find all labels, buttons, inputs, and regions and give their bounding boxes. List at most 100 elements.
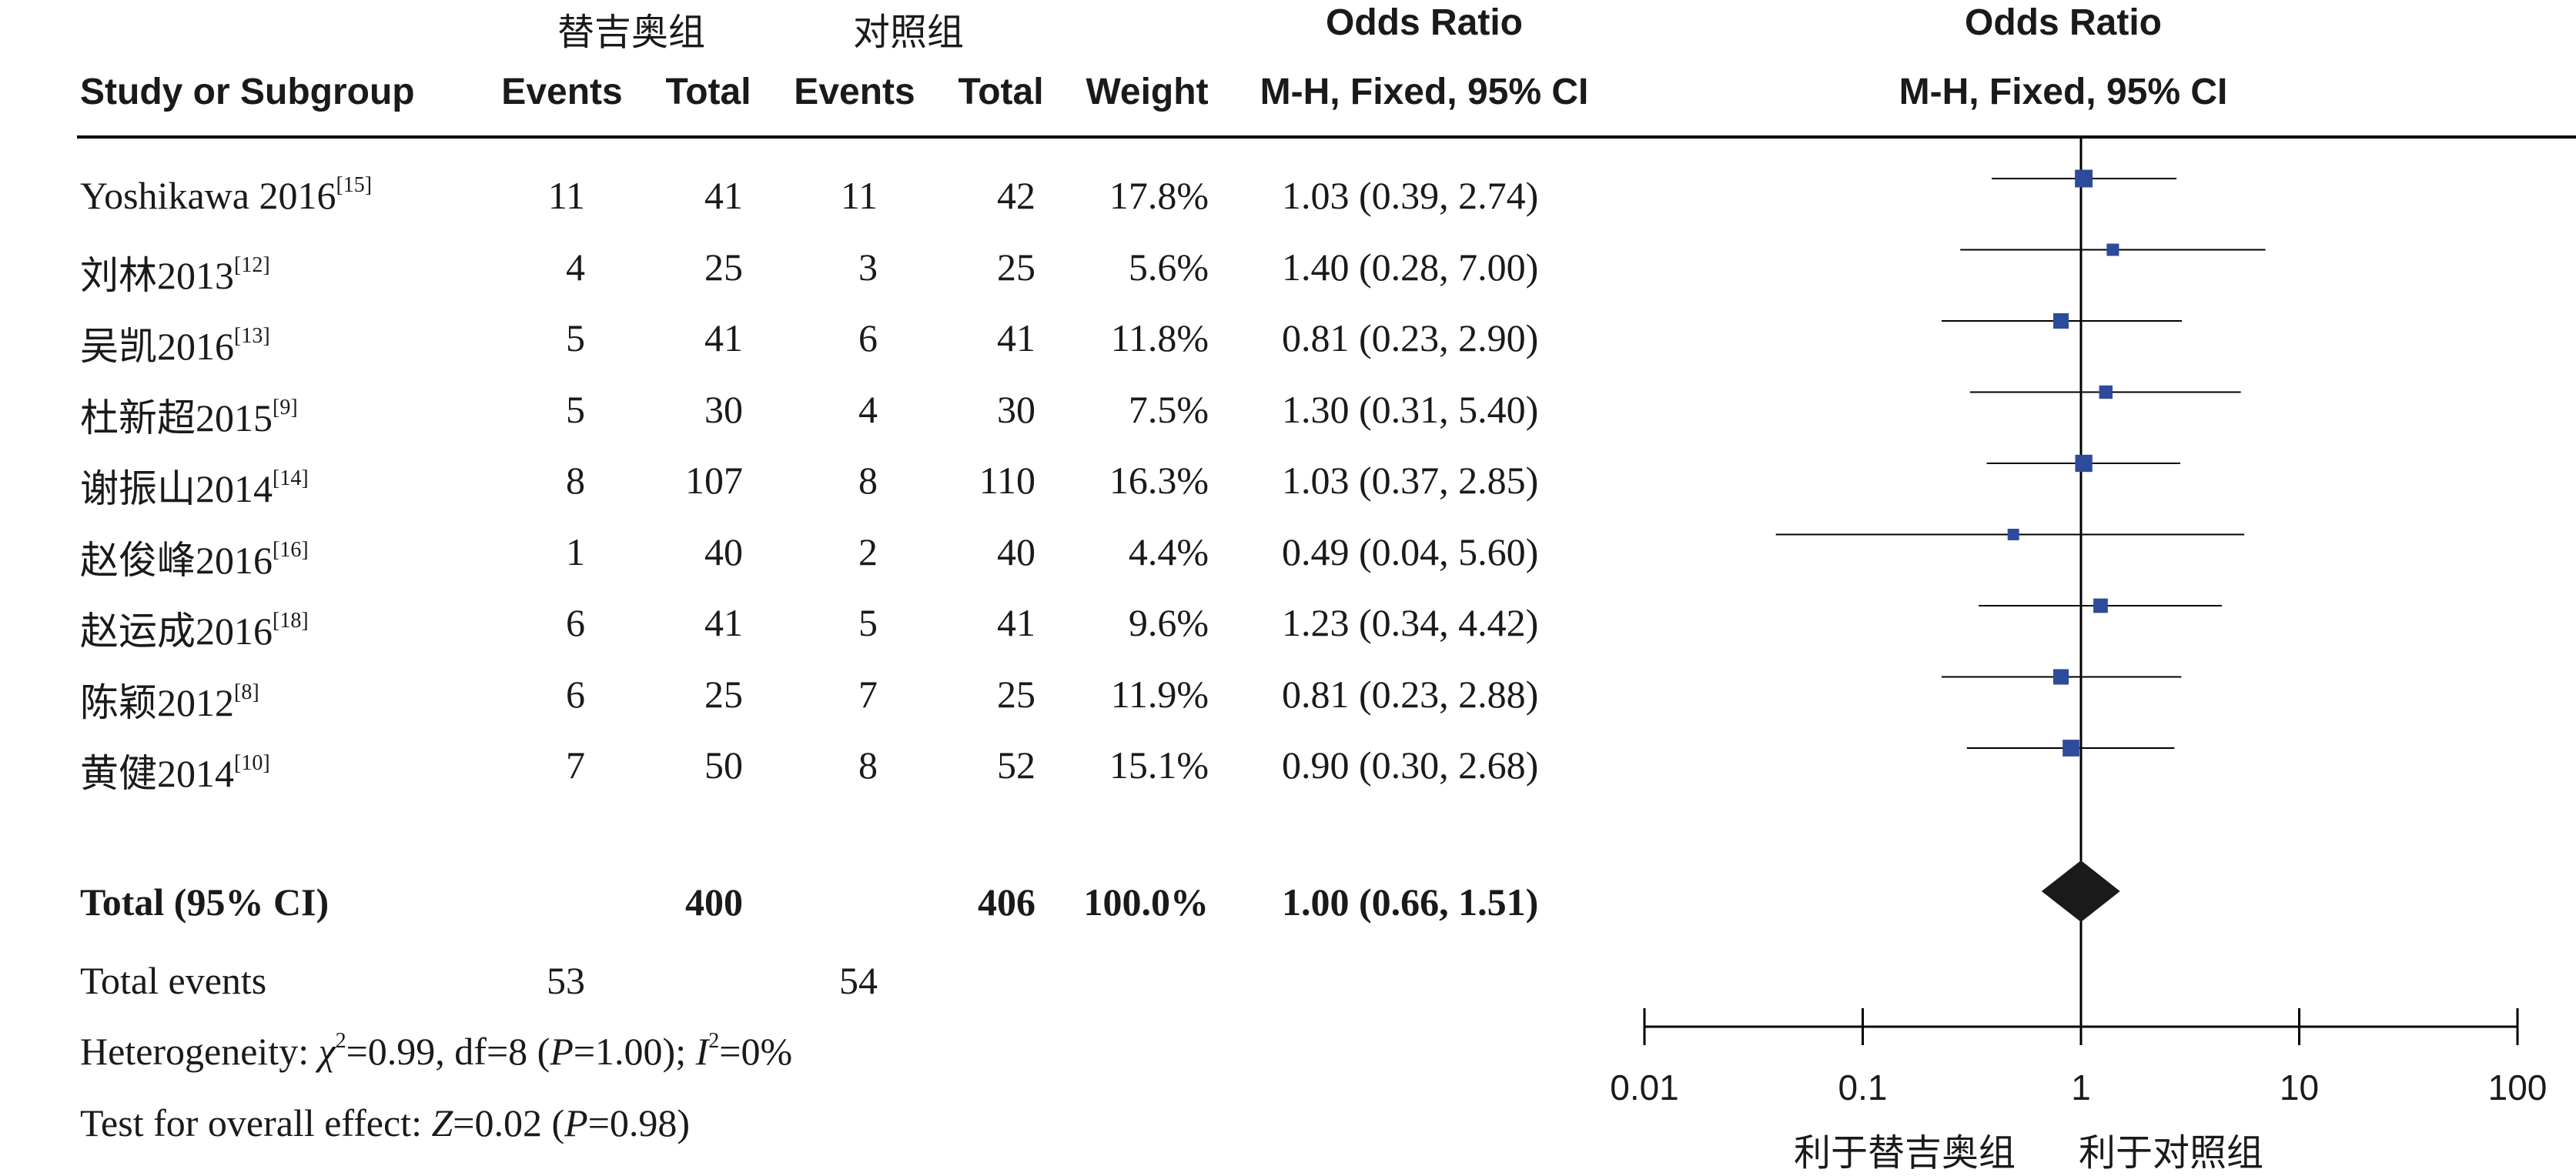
weight-cell: 7.5% [1128,388,1209,431]
x-tick-label: 0.1 [1838,1067,1888,1108]
study-reference: [18] [273,609,309,633]
study-name: Yoshikawa 2016[15] [80,173,372,218]
ci-cell: 1.03 (0.37, 2.85) [1282,459,1539,502]
study-name: 陈颖2012[8] [80,672,259,727]
point-estimate-marker [2007,529,2019,540]
total-ctl-cell: 25 [997,246,1035,289]
study-label: 刘林2013 [80,254,234,297]
total-exp-cell: 41 [704,174,743,217]
total-exp-cell: 50 [704,743,743,787]
total-ctl-cell: 41 [997,601,1035,644]
point-estimate-marker [2053,669,2069,685]
header-rule [77,135,2576,139]
odds-ratio-header-right: Odds Ratio [1964,2,2162,43]
weight-cell: 15.1% [1109,743,1209,787]
ci-cell: 0.81 (0.23, 2.90) [1282,316,1539,359]
total-ctl-cell: 41 [997,316,1035,359]
odds-ratio-header-left: Odds Ratio [1325,2,1523,43]
total-exp-header: Total [665,72,751,112]
total-ctl-cell: 42 [997,174,1035,217]
study-label: 赵运成2016 [80,610,273,653]
events-exp-cell: 6 [566,673,585,716]
total-ctl-cell: 52 [997,743,1035,787]
weight-cell: 11.8% [1110,316,1209,359]
point-estimate-marker [2106,243,2119,256]
weight-cell: 16.3% [1109,459,1209,502]
events-exp-header: Events [501,72,623,112]
group-experimental-header: 替吉奥组 [557,11,705,54]
ci-cell: 1.23 (0.34, 4.42) [1282,601,1539,644]
ci-cell: 1.03 (0.39, 2.74) [1282,174,1539,217]
study-name: 吴凯2016[13] [80,316,270,371]
study-reference: [15] [336,173,373,197]
events-ctl-cell: 5 [858,601,878,644]
method-header-left: M-H, Fixed, 95% CI [1260,72,1589,112]
total-weight-value: 100.0% [1083,880,1209,924]
events-ctl-cell: 2 [858,530,878,573]
study-label: 杜新超2015 [80,396,273,439]
study-label: 吴凯2016 [80,325,234,368]
events-ctl-cell: 11 [840,174,878,217]
weight-cell: 9.6% [1128,601,1209,644]
ci-cell: 1.40 (0.28, 7.00) [1282,246,1539,289]
total-events-label: Total events [80,959,267,1002]
pooled-diamond [2041,860,2120,922]
events-exp-cell: 11 [547,174,585,217]
study-reference: [13] [234,324,270,348]
study-column-header: Study or Subgroup [80,72,415,112]
heterogeneity-text: Heterogeneity: χ2=0.99, df=8 (P=1.00); I… [80,1029,793,1073]
events-ctl-cell: 8 [858,743,878,787]
total-exp-cell: 25 [704,246,743,289]
events-ctl-cell: 7 [858,673,878,716]
study-reference: [16] [273,538,309,562]
total-exp-cell: 41 [704,316,743,359]
total-ctl-cell: 40 [997,530,1035,573]
total-ctl-cell: 30 [997,388,1035,431]
point-estimate-marker [2093,598,2108,613]
events-exp-cell: 1 [566,530,585,573]
total-ctl-value: 406 [978,880,1035,924]
total-exp-cell: 41 [704,601,743,644]
point-estimate-marker [2075,454,2093,473]
point-estimate-marker [2062,740,2079,757]
study-reference: [8] [234,680,259,704]
total-exp-cell: 25 [704,673,743,716]
total-ctl-cell: 110 [979,459,1035,502]
overall-effect-text: Test for overall effect: Z=0.02 (P=0.98) [80,1101,691,1144]
study-name: 刘林2013[12] [80,245,270,300]
total-label: Total (95% CI) [80,880,330,924]
study-reference: [14] [273,466,309,490]
events-ctl-cell: 4 [858,388,878,431]
total-ctl-cell: 25 [997,673,1035,716]
total-exp-value: 400 [685,880,743,924]
events-exp-cell: 5 [566,388,585,431]
events-exp-cell: 5 [566,316,585,359]
weight-header: Weight [1086,72,1209,112]
x-tick-label: 100 [2487,1067,2548,1108]
study-label: 谢振山2014 [80,467,273,510]
study-label: 陈颖2012 [80,681,234,724]
study-label: 赵俊峰2016 [80,539,273,582]
study-label: Yoshikawa 2016 [80,174,336,217]
weight-cell: 5.6% [1128,246,1209,289]
events-exp-cell: 7 [566,743,585,787]
events-ctl-cell: 8 [858,459,878,502]
events-ctl-cell: 3 [858,246,878,289]
x-tick-label: 1 [2071,1067,2091,1108]
study-name: 黄健2014[10] [80,743,270,798]
events-ctl-cell: 6 [858,316,878,359]
events-exp-cell: 6 [566,601,585,644]
weight-cell: 17.8% [1109,174,1209,217]
ci-cell: 1.30 (0.31, 5.40) [1282,388,1539,431]
total-ci-value: 1.00 (0.66, 1.51) [1282,880,1539,924]
total-events-ctl: 54 [839,959,878,1002]
study-name: 赵运成2016[18] [80,600,309,656]
ci-cell: 0.90 (0.30, 2.68) [1282,743,1539,787]
total-ctl-header: Total [958,72,1044,112]
point-estimate-marker [2075,169,2093,188]
x-tick-label: 0.01 [1610,1067,1679,1108]
group-control-header: 对照组 [852,11,964,54]
method-header-right: M-H, Fixed, 95% CI [1899,72,2228,112]
study-reference: [12] [234,253,270,277]
